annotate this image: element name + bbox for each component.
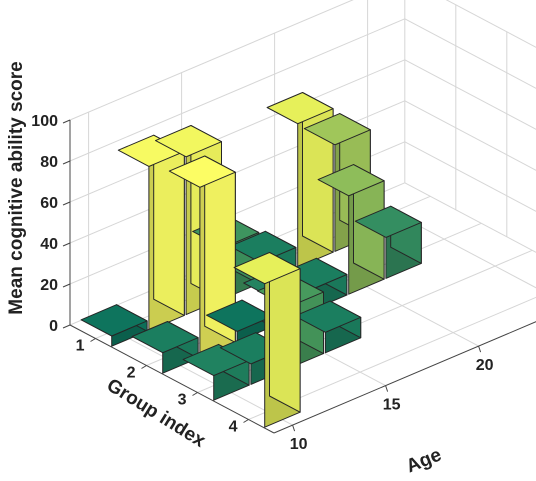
bar-top-face (155, 125, 222, 158)
z-tick-mark (62, 201, 71, 206)
grid-line-back-wall (404, 141, 536, 212)
group-axis-line (69, 324, 275, 434)
group-tick-mark (141, 365, 147, 369)
bar-top-face (317, 164, 385, 197)
z-tick-label: 20 (40, 277, 58, 294)
bar-top-face (168, 155, 236, 188)
grid-line-left-wall (69, 59, 405, 203)
bar-group-4-age-10 (233, 252, 301, 428)
age-tick-mark (478, 345, 482, 353)
grid-line-back-wall (404, 100, 536, 171)
grid-line-left-wall (69, 18, 405, 162)
z-tick-label: 100 (31, 113, 58, 130)
bar-top-face (131, 321, 199, 354)
age-tick-mark (292, 424, 296, 432)
grid-line-back-wall (404, 59, 536, 130)
z-tick-mark (62, 324, 71, 329)
z-tick-mark (62, 242, 71, 247)
bar-group-2-age-22 (354, 205, 422, 279)
bar-top-face (294, 300, 362, 333)
age-tick-label: 15 (383, 397, 401, 414)
bar-top-face (354, 205, 422, 238)
bar-group-1-age-10 (80, 304, 148, 347)
group-tick-mark (192, 392, 198, 396)
group-tick-label: 1 (76, 338, 85, 355)
group-tick-label: 2 (127, 365, 136, 382)
z-tick-mark (62, 160, 71, 165)
bar-group-2-age-10 (131, 321, 199, 374)
z-tick-label: 60 (40, 195, 58, 212)
bar-top-face (80, 304, 148, 337)
bar-top-face (266, 92, 334, 125)
x-axis-label: Age (403, 444, 444, 477)
group-tick-mark (243, 419, 249, 423)
grid-line-left-wall (69, 0, 354, 121)
z-axis-label: Mean cognitive ability score (6, 61, 27, 314)
y-axis-label: Group index (103, 375, 209, 452)
group-tick-label: 3 (178, 392, 187, 409)
bar-group-1-age-20 (266, 92, 334, 268)
bar-top-face (206, 299, 273, 332)
bar-group-3-age-16 (294, 300, 362, 354)
age-tick-label: 10 (290, 436, 308, 453)
bar-layer (80, 92, 422, 428)
bar-top-face (229, 230, 297, 263)
grid-line-back-wall (404, 18, 536, 89)
grid-line-floor (248, 296, 536, 420)
age-tick-mark (385, 385, 389, 392)
z-tick-label: 0 (49, 318, 58, 335)
group-tick-mark (90, 338, 96, 342)
z-tick-mark (62, 119, 71, 124)
age-axis-line (273, 321, 536, 434)
bar-top-face (303, 113, 371, 146)
bar-top-face (233, 252, 301, 285)
z-tick-mark (62, 283, 71, 288)
z-tick-label: 40 (40, 236, 58, 253)
age-tick-label: 20 (476, 357, 494, 374)
bar-group-1-age-12 (117, 134, 185, 331)
z-tick-label: 80 (40, 154, 58, 171)
grid-line-back-wall (445, 0, 536, 48)
group-tick-label: 4 (229, 419, 238, 436)
